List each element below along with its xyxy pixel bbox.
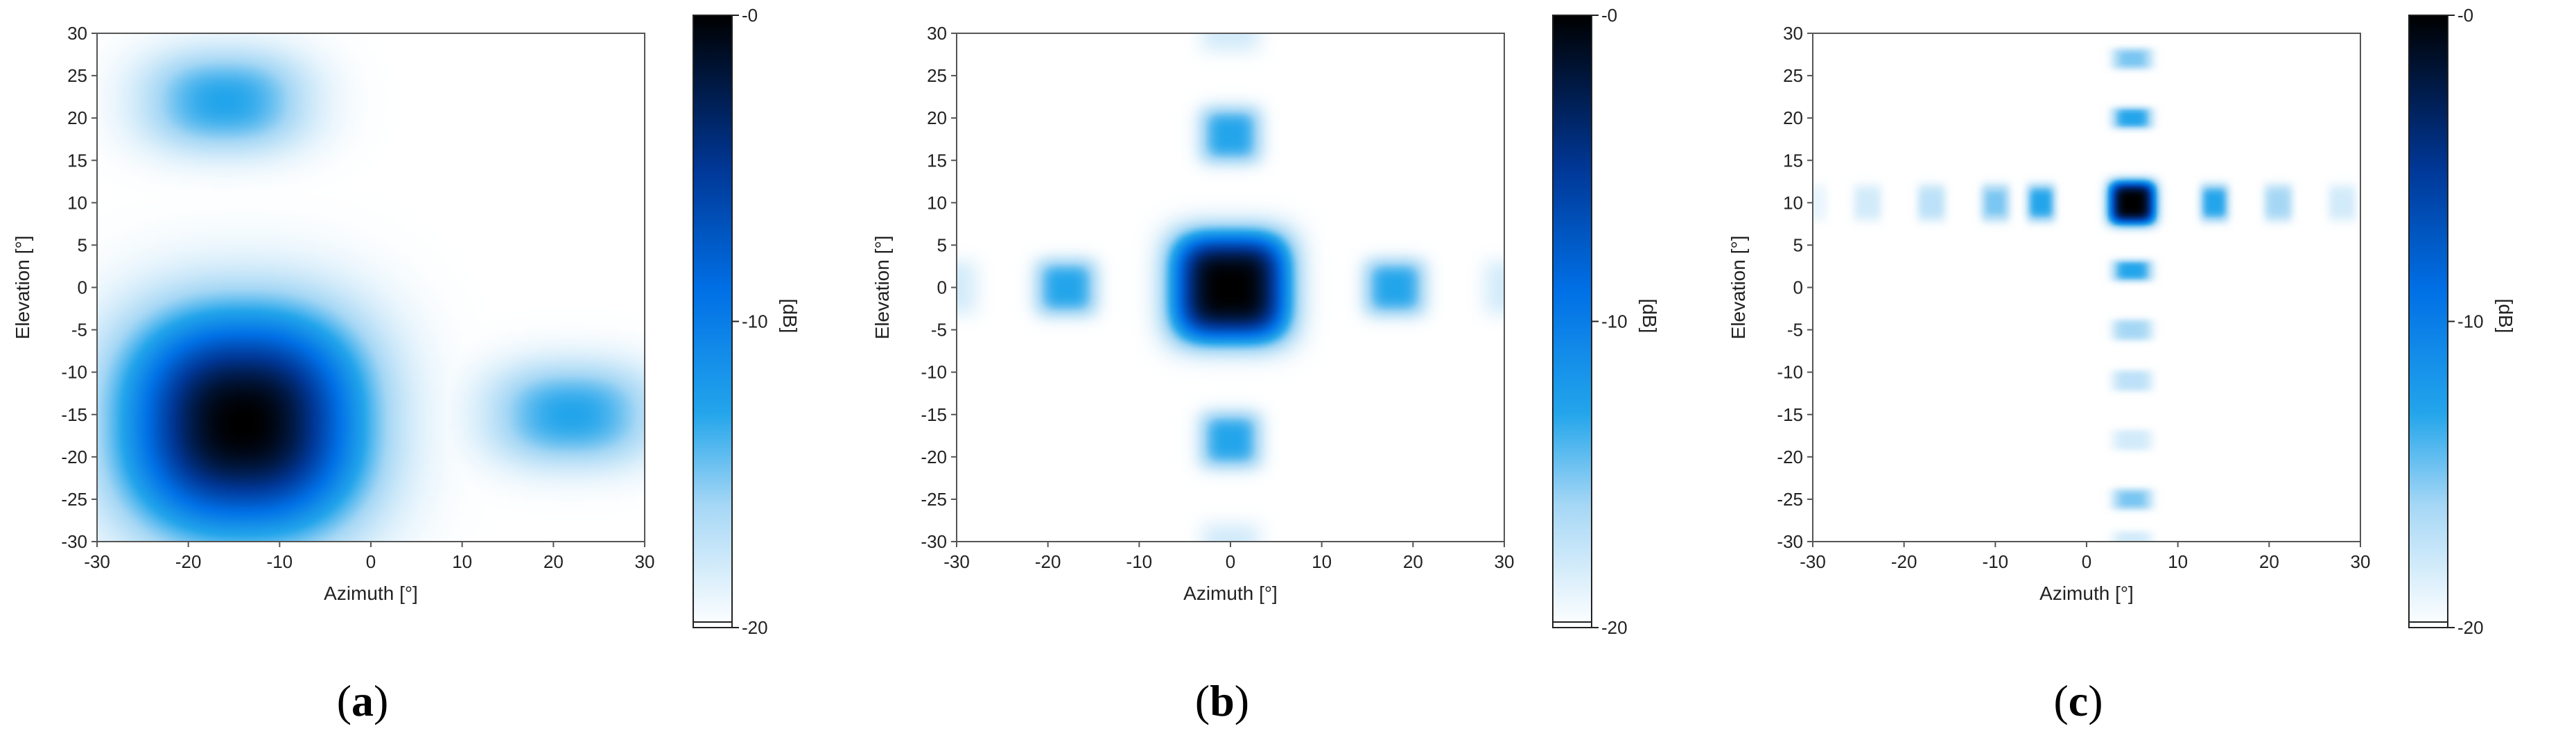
y-tick-label: -25 xyxy=(1777,489,1803,510)
heatmap-image xyxy=(97,33,645,542)
y-tick-label: -25 xyxy=(61,489,87,510)
colorbar-tick-label: -0 xyxy=(742,5,758,26)
y-tick-label: 5 xyxy=(1793,234,1803,255)
y-tick-label: -10 xyxy=(61,362,87,383)
y-tick-label: -25 xyxy=(921,489,947,510)
y-tick-label: -5 xyxy=(71,320,87,340)
x-tick-label: 30 xyxy=(1495,551,1515,572)
panel-b: -30 -20 -10 0 10 20 30 30 25 20 15 10 5 0 -5 -10 -15 -20 -… xyxy=(871,5,1660,725)
y-tick-label: 15 xyxy=(927,150,947,171)
y-tick-label: 25 xyxy=(927,65,947,86)
y-tick-label: -5 xyxy=(1787,320,1803,340)
y-tick-label: 0 xyxy=(78,277,87,298)
panel-label: (a) xyxy=(337,676,389,725)
y-axis-title: Elevation [°] xyxy=(12,236,33,340)
y-tick-label: 15 xyxy=(1783,150,1803,171)
x-tick-label: 10 xyxy=(452,551,472,572)
y-tick-label: -5 xyxy=(931,320,947,340)
x-tick-label: -30 xyxy=(84,551,110,572)
colorbar-tick-label: -0 xyxy=(2457,5,2473,26)
colorbar-label: [dB] xyxy=(779,299,801,334)
y-tick-label: -20 xyxy=(1777,447,1803,467)
y-tick-label: 30 xyxy=(67,23,87,44)
x-axis-title: Azimuth [°] xyxy=(1183,583,1278,604)
panel-label: (c) xyxy=(2053,676,2103,725)
panel-label: (b) xyxy=(1195,676,1249,725)
heatmap-image xyxy=(1813,33,2360,542)
y-tick-label: 20 xyxy=(67,107,87,128)
y-axis-title: Elevation [°] xyxy=(1728,236,1749,340)
y-tick-label: -30 xyxy=(61,531,87,552)
y-tick-label: -10 xyxy=(921,362,947,383)
x-tick-label: -10 xyxy=(267,551,293,572)
colorbar-end-marker xyxy=(1552,621,1592,628)
y-tick-label: -10 xyxy=(1777,362,1803,383)
y-tick-label: 25 xyxy=(1783,65,1803,86)
y-tick-label: 5 xyxy=(78,234,87,255)
y-tick-label: -15 xyxy=(1777,404,1803,425)
colorbar-label: [dB] xyxy=(2495,299,2516,334)
colorbar-tick-label: -20 xyxy=(2457,617,2484,638)
y-tick-label: 10 xyxy=(67,192,87,213)
y-tick-label: 10 xyxy=(927,192,947,213)
colorbar-label: [dB] xyxy=(1639,299,1660,334)
colorbar-tick-label: -10 xyxy=(742,311,768,332)
colorbar xyxy=(1552,15,1592,628)
x-tick-label: -10 xyxy=(1126,551,1153,572)
colorbar xyxy=(2408,15,2448,628)
x-tick-label: 0 xyxy=(2082,551,2091,572)
x-tick-label: 10 xyxy=(2168,551,2188,572)
y-tick-label: 5 xyxy=(937,234,947,255)
panel-c: -30 -20 -10 0 10 20 30 30 25 20 15 10 5 0 -5 -10 -15 -20 -… xyxy=(1728,5,2516,725)
colorbar-end-marker xyxy=(693,621,733,628)
colorbar-tick-label: -20 xyxy=(742,617,768,638)
x-tick-label: 30 xyxy=(635,551,655,572)
x-tick-label: -20 xyxy=(175,551,202,572)
y-tick-label: 0 xyxy=(1793,277,1803,298)
colorbar-tick-label: -0 xyxy=(1601,5,1617,26)
y-tick-label: -15 xyxy=(61,404,87,425)
x-tick-label: -20 xyxy=(1891,551,1917,572)
y-tick-label: 30 xyxy=(1783,23,1803,44)
y-tick-label: 10 xyxy=(1783,192,1803,213)
x-axis-title: Azimuth [°] xyxy=(324,583,418,604)
colorbar-end-marker xyxy=(2408,621,2448,628)
x-tick-label: 20 xyxy=(2259,551,2279,572)
x-tick-label: 10 xyxy=(1312,551,1332,572)
y-tick-label: -20 xyxy=(61,447,87,467)
colorbar-tick-label: -10 xyxy=(2457,311,2484,332)
x-tick-label: 30 xyxy=(2351,551,2371,572)
x-tick-label: 0 xyxy=(1226,551,1235,572)
y-tick-label: 25 xyxy=(67,65,87,86)
colorbar xyxy=(693,15,733,628)
x-tick-label: -30 xyxy=(1800,551,1826,572)
y-tick-label: -30 xyxy=(921,531,947,552)
y-tick-label: 0 xyxy=(937,277,947,298)
y-tick-label: 30 xyxy=(927,23,947,44)
heatmap-image xyxy=(957,33,1504,542)
x-tick-label: -30 xyxy=(943,551,970,572)
y-tick-label: 20 xyxy=(1783,107,1803,128)
y-tick-label: -30 xyxy=(1777,531,1803,552)
panel-a: -30 -20 -10 0 10 20 30 30 25 20 15 10 5 0 -5 -10 -15 -20 -… xyxy=(12,5,801,725)
x-tick-label: -20 xyxy=(1035,551,1061,572)
colorbar-tick-label: -10 xyxy=(1601,311,1628,332)
y-tick-label: 15 xyxy=(67,150,87,171)
x-tick-label: -10 xyxy=(1983,551,2009,572)
colorbar-tick-label: -20 xyxy=(1601,617,1628,638)
y-axis-title: Elevation [°] xyxy=(871,236,893,340)
x-tick-label: 0 xyxy=(366,551,376,572)
y-tick-label: -20 xyxy=(921,447,947,467)
x-tick-label: 20 xyxy=(1403,551,1423,572)
x-tick-label: 20 xyxy=(543,551,564,572)
y-tick-label: -15 xyxy=(921,404,947,425)
y-tick-label: 20 xyxy=(927,107,947,128)
x-axis-title: Azimuth [°] xyxy=(2039,583,2134,604)
